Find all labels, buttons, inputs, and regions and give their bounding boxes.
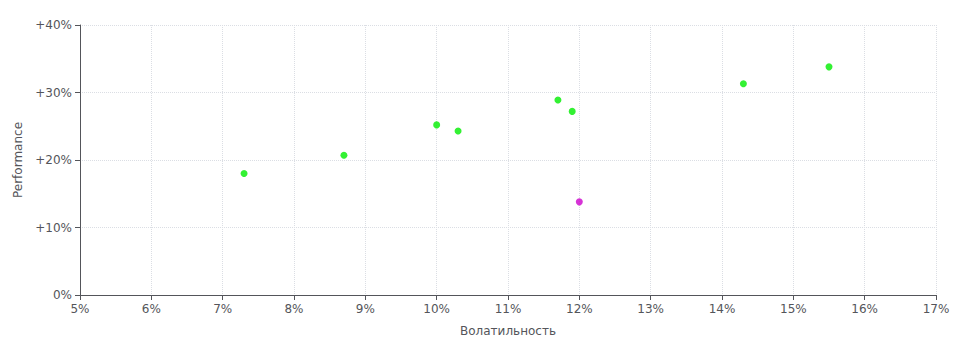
svg-text:7%: 7% — [213, 302, 232, 316]
svg-text:+10%: +10% — [35, 221, 72, 235]
svg-text:9%: 9% — [356, 302, 375, 316]
svg-text:6%: 6% — [142, 302, 161, 316]
svg-text:Волатильность: Волатильность — [460, 324, 556, 338]
svg-text:12%: 12% — [566, 302, 593, 316]
svg-text:14%: 14% — [709, 302, 736, 316]
svg-text:+40%: +40% — [35, 18, 72, 32]
svg-text:10%: 10% — [423, 302, 450, 316]
svg-text:11%: 11% — [495, 302, 522, 316]
svg-text:5%: 5% — [70, 302, 89, 316]
svg-text:17%: 17% — [923, 302, 950, 316]
svg-text:16%: 16% — [851, 302, 878, 316]
svg-text:+30%: +30% — [35, 86, 72, 100]
svg-text:8%: 8% — [284, 302, 303, 316]
svg-text:15%: 15% — [780, 302, 807, 316]
svg-text:+20%: +20% — [35, 153, 72, 167]
svg-text:0%: 0% — [53, 288, 72, 302]
svg-text:13%: 13% — [637, 302, 664, 316]
svg-text:Performance: Performance — [11, 122, 25, 198]
